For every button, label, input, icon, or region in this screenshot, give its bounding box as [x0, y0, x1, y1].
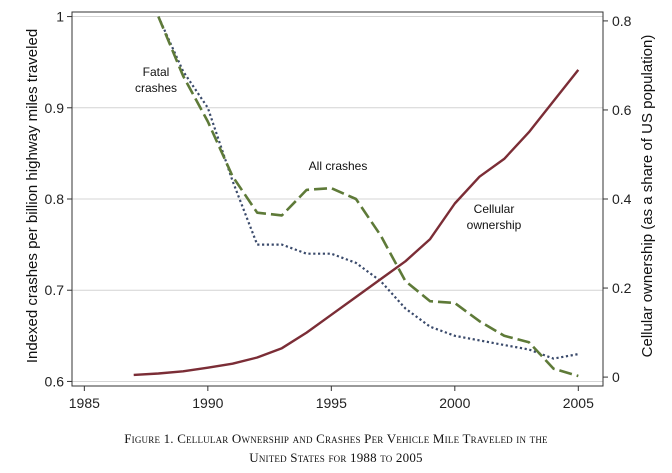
- y-tick-label-right: 0: [612, 369, 620, 385]
- annotation-cellular-ownership-line-1: Cellular: [474, 202, 515, 216]
- figure-caption-line-1: Figure 1. Cellular Ownership and Crashes…: [124, 431, 548, 446]
- y-tick-label-left: 0.8: [45, 191, 65, 207]
- series-line-cellular-ownership: [133, 69, 580, 377]
- y-tick-label-left: 0.6: [45, 373, 65, 389]
- y-axis-title-left: Indexed crashes per billion highway mile…: [24, 29, 41, 363]
- annotation-all-crashes: All crashes: [309, 159, 368, 173]
- x-tick-label: 1995: [316, 395, 347, 411]
- chart: 0.6 0.7 0.8 0.9 1 0 0.2 0.4 0.6 0.8 1985 1990 1995 20…: [24, 9, 656, 411]
- series-line-all-crashes: [157, 16, 579, 378]
- figure-caption-line-2: United States for 1988 to 2005: [249, 450, 423, 465]
- x-tick-label: 1990: [192, 395, 223, 411]
- annotation-cellular-ownership-line-2: ownership: [467, 218, 522, 232]
- x-tick-label: 2000: [439, 395, 470, 411]
- y-tick-label-right: 0.2: [612, 280, 632, 296]
- axes: 0.6 0.7 0.8 0.9 1 0 0.2 0.4 0.6 0.8 1985 1990 1995 20…: [45, 9, 632, 411]
- y-axis-title-right: Cellular ownership (as a share of US pop…: [639, 35, 656, 358]
- annotation-fatal-crashes-line-1: Fatal: [143, 65, 170, 79]
- series-line-fatal-crashes: [157, 16, 579, 360]
- x-tick-label: 1985: [69, 395, 100, 411]
- x-tick-label: 2005: [563, 395, 594, 411]
- y-tick-label-right: 0.6: [612, 102, 632, 118]
- y-tick-label-right: 0.4: [612, 191, 632, 207]
- y-tick-label-left: 0.9: [45, 100, 65, 116]
- annotation-fatal-crashes-line-2: crashes: [135, 81, 177, 95]
- y-tick-label-left: 1: [56, 9, 64, 25]
- series: [133, 16, 580, 378]
- gridlines: [72, 16, 603, 382]
- y-tick-label-left: 0.7: [45, 282, 65, 298]
- y-tick-label-right: 0.8: [612, 13, 632, 29]
